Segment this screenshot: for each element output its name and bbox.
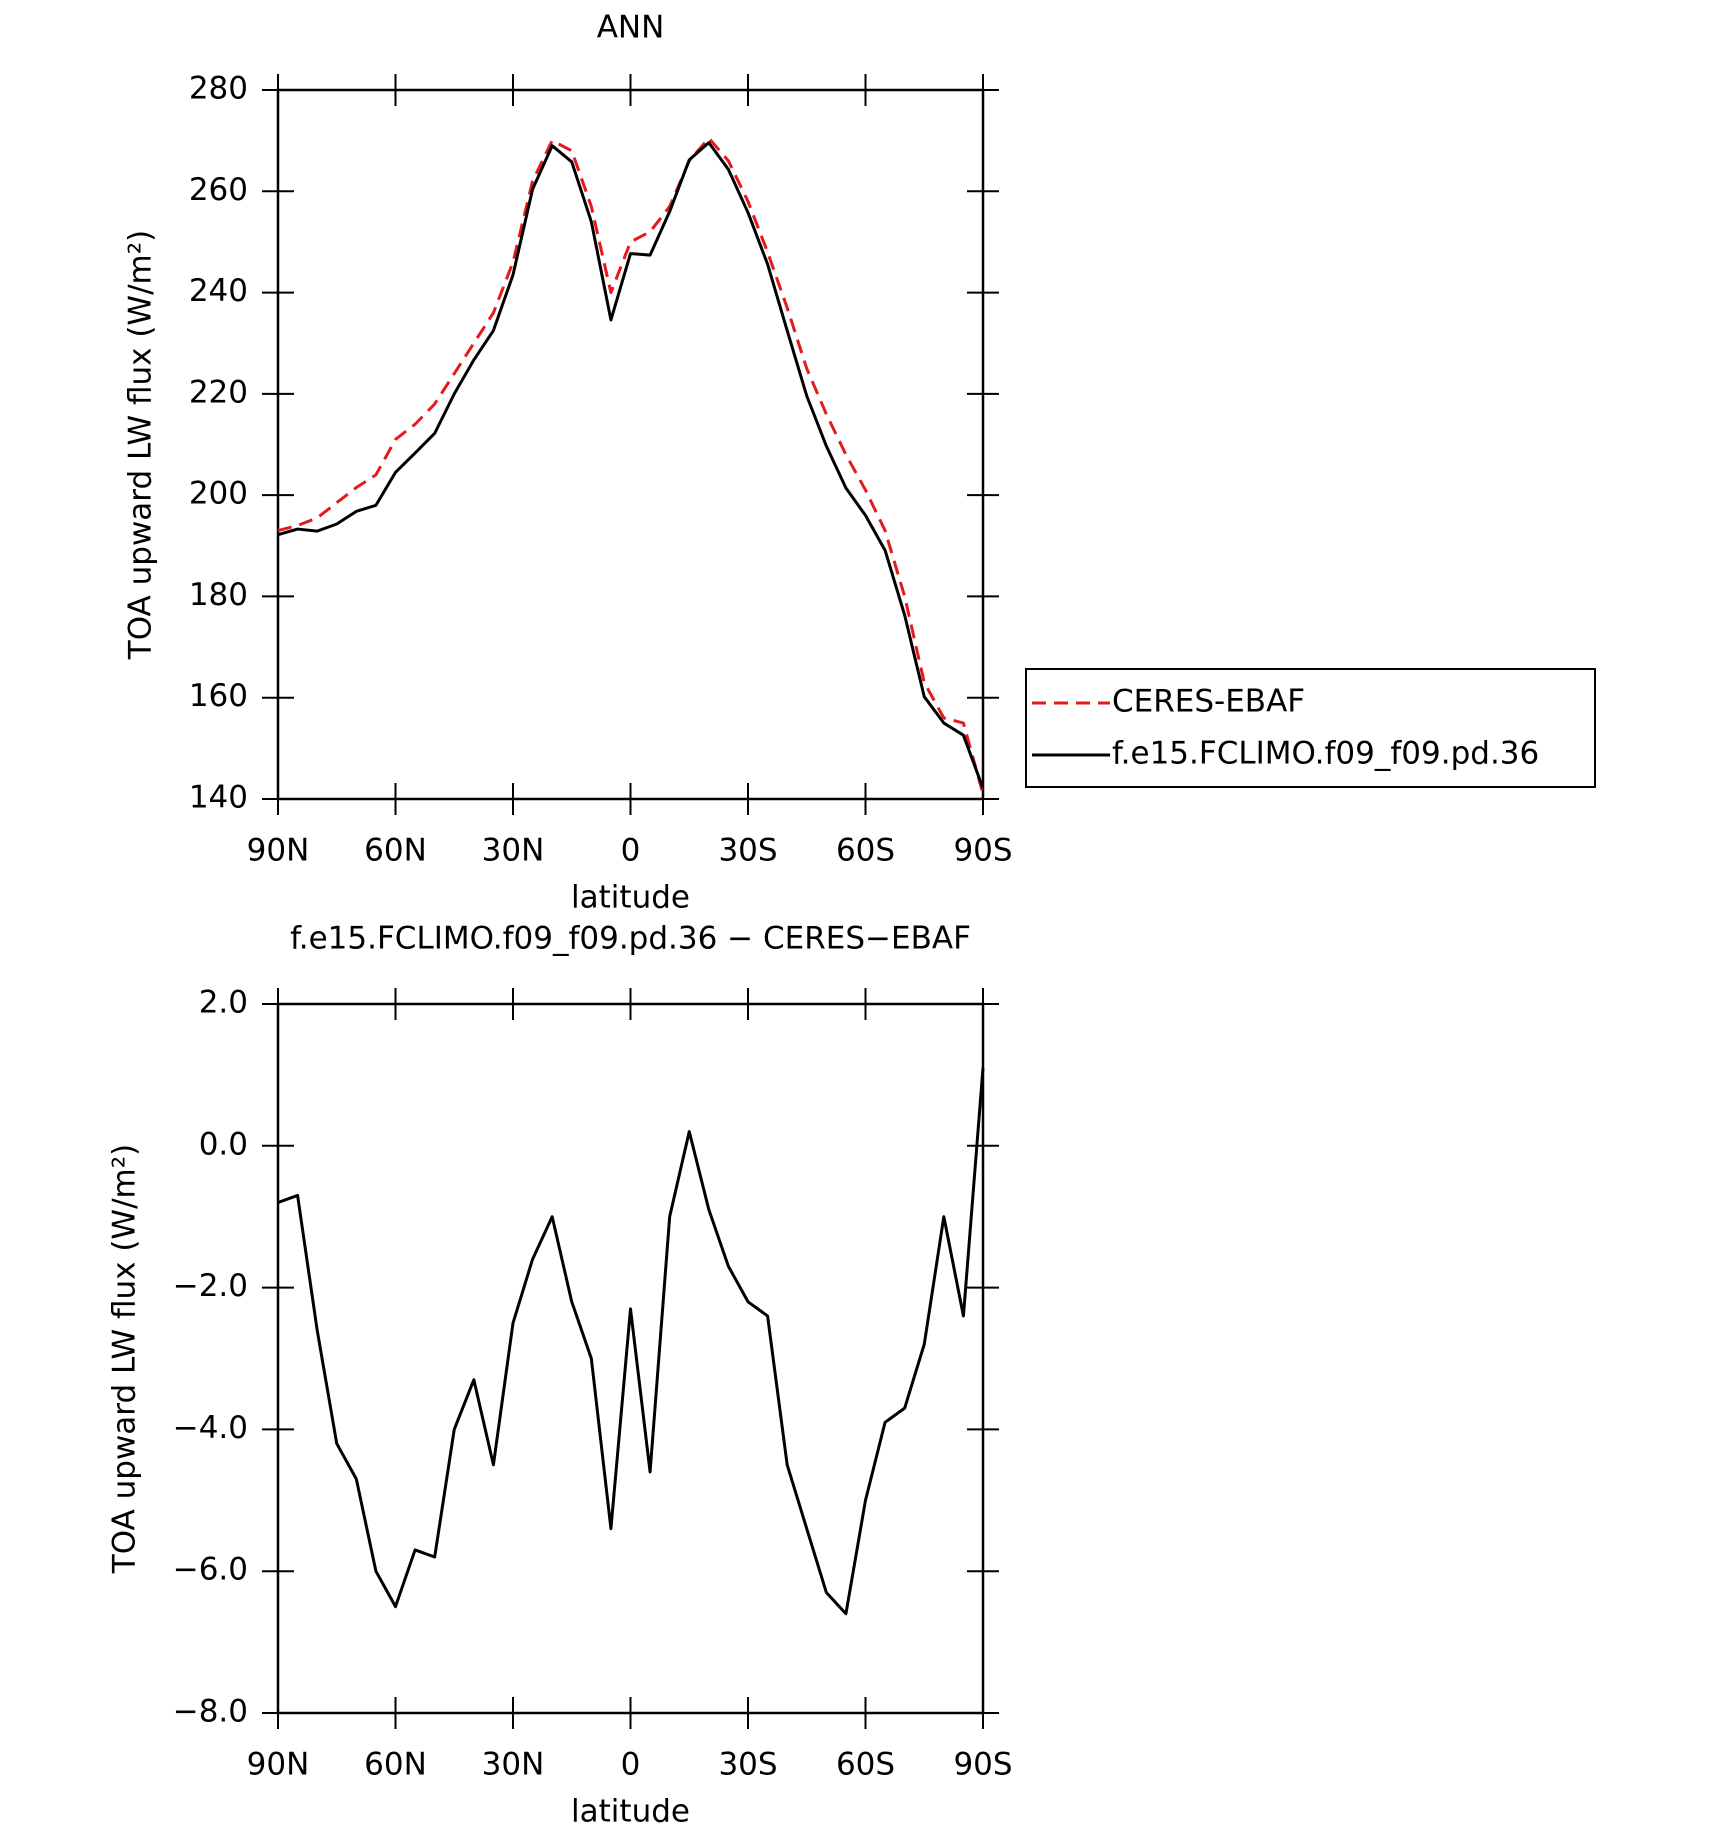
y-tick-label: 260 — [189, 172, 248, 208]
y-tick-label: 220 — [189, 374, 248, 410]
y-tick-label: −2.0 — [173, 1268, 248, 1304]
y-tick-label: −8.0 — [173, 1694, 248, 1730]
x-axis-label: latitude — [571, 1794, 690, 1830]
data-line — [277, 136, 985, 795]
x-tick-label: 60S — [836, 1747, 895, 1783]
y-tick-label: 160 — [189, 678, 248, 714]
y-tick-label: 200 — [189, 476, 248, 512]
plot-frame — [276, 1002, 985, 1715]
x-tick-label: 0 — [621, 833, 641, 869]
x-tick-label: 60N — [364, 833, 427, 869]
x-tick-label: 90S — [953, 833, 1012, 869]
plot-frame — [276, 88, 985, 801]
x-tick-label: 90N — [247, 1747, 310, 1783]
x-tick-label: 30N — [482, 1747, 545, 1783]
x-tick-label: 90S — [953, 1747, 1012, 1783]
x-tick-label: 60N — [364, 1747, 427, 1783]
data-line — [277, 141, 985, 789]
legend-label: f.e15.FCLIMO.f09_f09.pd.36 — [1112, 736, 1539, 772]
y-tick-label: 240 — [189, 273, 248, 309]
y-axis-label: TOA upward LW flux (W/m²) — [123, 230, 159, 660]
chart-title: f.e15.FCLIMO.f09_f09.pd.36 − CERES−EBAF — [290, 921, 971, 957]
y-tick-label: −4.0 — [173, 1410, 248, 1446]
legend-box — [1025, 668, 1596, 788]
x-tick-label: 90N — [247, 833, 310, 869]
y-tick-label: 0.0 — [199, 1126, 248, 1162]
y-tick-label: 280 — [189, 71, 248, 107]
y-tick-label: −6.0 — [173, 1552, 248, 1588]
x-tick-label: 30S — [718, 1747, 777, 1783]
x-tick-label: 30S — [718, 833, 777, 869]
y-tick-label: 180 — [189, 577, 248, 613]
data-line — [277, 1067, 985, 1616]
x-tick-label: 0 — [621, 1747, 641, 1783]
y-tick-label: 2.0 — [199, 985, 248, 1021]
x-axis-label: latitude — [571, 880, 690, 916]
x-tick-label: 30N — [482, 833, 545, 869]
x-tick-label: 60S — [836, 833, 895, 869]
chart-title: ANN — [597, 10, 665, 46]
y-axis-label: TOA upward LW flux (W/m²) — [107, 1144, 143, 1574]
y-tick-label: 140 — [189, 780, 248, 816]
legend-label: CERES-EBAF — [1112, 684, 1305, 720]
